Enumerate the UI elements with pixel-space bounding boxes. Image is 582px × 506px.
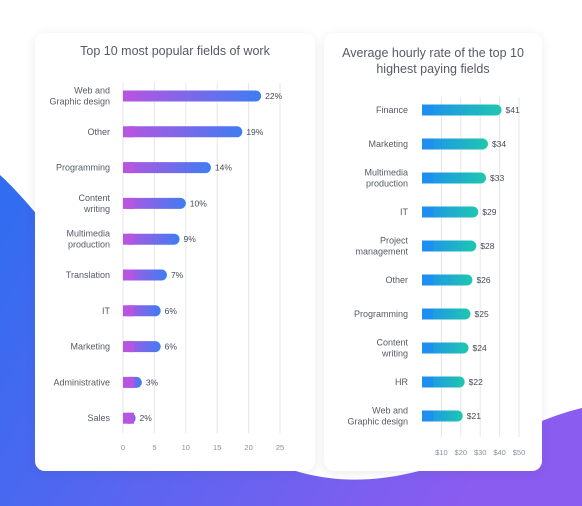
- bar-start-project-management: [422, 240, 433, 252]
- value-label: 6%: [165, 306, 178, 316]
- x-tick-label: 15: [213, 443, 221, 452]
- x-tick-label: 20: [244, 443, 252, 452]
- value-label: 6%: [165, 342, 178, 352]
- category-label: Administrative: [53, 377, 110, 387]
- category-label: Multimedia production: [66, 229, 110, 250]
- x-tick-label: $50: [513, 448, 526, 457]
- category-label: Programming: [354, 309, 408, 319]
- bar-start-web-and-graphic-design: [123, 90, 134, 102]
- value-label: $33: [490, 173, 504, 183]
- category-label: Marketing: [368, 139, 408, 149]
- category-label: Other: [385, 275, 408, 285]
- value-label: $34: [492, 139, 506, 149]
- bar-start-content-writing: [422, 342, 433, 354]
- category-label: Sales: [87, 413, 110, 423]
- value-label: 22%: [265, 91, 282, 101]
- value-label: $26: [476, 275, 490, 285]
- bar-marketing: [422, 138, 488, 150]
- bar-start-sales: [123, 412, 134, 424]
- category-label: HR: [395, 377, 408, 387]
- bar-content-writing: [123, 197, 186, 209]
- category-label: Translation: [66, 270, 110, 280]
- popular-fields-card: Top 10 most popular fields of work 0 5 10 1…: [35, 33, 315, 471]
- category-label: Web and Graphic design: [49, 86, 110, 107]
- category-label: Project management: [355, 236, 408, 257]
- category-label: IT: [102, 306, 111, 316]
- value-label: 7%: [171, 270, 184, 280]
- x-tick-label: 10: [182, 443, 190, 452]
- bar-start-web-and-graphic-design: [422, 410, 433, 422]
- bar-start-it: [422, 206, 433, 218]
- value-label: $22: [469, 377, 483, 387]
- bar-start-other: [422, 274, 433, 286]
- x-tick-label: 5: [152, 443, 156, 452]
- bar-start-content-writing: [123, 197, 134, 209]
- bar-multimedia-production: [123, 233, 180, 245]
- bar-web-and-graphic-design: [123, 90, 262, 102]
- bar-it: [422, 206, 479, 218]
- bar-programming: [123, 162, 211, 174]
- value-label: 2%: [140, 413, 153, 423]
- bar-content-writing: [422, 342, 469, 354]
- x-tick-label: $10: [435, 448, 448, 457]
- chart-title-popular-fields: Top 10 most popular fields of work: [80, 44, 270, 58]
- value-label: 14%: [215, 163, 232, 173]
- category-label: Web and Graphic design: [347, 406, 408, 427]
- hourly-rate-card: Average hourly rate of the top 10 highes…: [324, 33, 542, 471]
- bar-programming: [422, 308, 471, 320]
- category-label: Content writing: [376, 338, 408, 359]
- bar-start-multimedia-production: [123, 233, 134, 245]
- bar-start-other: [123, 126, 134, 138]
- chart-title-hourly-rate: Average hourly rate of the top 10 highes…: [342, 46, 524, 76]
- bar-start-marketing: [422, 138, 433, 150]
- value-label: $24: [473, 343, 487, 353]
- bar-project-management: [422, 240, 477, 252]
- category-label: Finance: [376, 105, 408, 115]
- x-tick-label: $20: [455, 448, 468, 457]
- value-label: 9%: [184, 234, 197, 244]
- category-label: IT: [400, 207, 409, 217]
- bar-multimedia-production: [422, 172, 487, 184]
- value-label: $28: [480, 241, 494, 251]
- value-label: 19%: [246, 127, 263, 137]
- bar-start-multimedia-production: [422, 172, 433, 184]
- value-label: 3%: [146, 377, 159, 387]
- value-label: $29: [482, 207, 496, 217]
- category-label: Marketing: [70, 342, 110, 352]
- bar-start-programming: [123, 162, 134, 174]
- hourly-rate-chart: $10 $20 $30 $40 $50 Finance $41 Marketing $34 Mul…: [347, 97, 526, 457]
- bar-start-translation: [123, 269, 134, 281]
- value-label: $25: [475, 309, 489, 319]
- category-label: Other: [87, 127, 110, 137]
- bar-start-hr: [422, 376, 433, 388]
- bar-start-programming: [422, 308, 433, 320]
- bar-finance: [422, 104, 502, 116]
- x-tick-label: 0: [121, 443, 125, 452]
- bar-start-administrative: [123, 376, 134, 388]
- value-label: $41: [506, 105, 520, 115]
- category-label: Multimedia production: [364, 168, 408, 189]
- value-label: $21: [467, 411, 481, 421]
- category-label: Programming: [56, 163, 110, 173]
- category-label: Content writing: [78, 193, 110, 214]
- x-tick-label: $30: [474, 448, 487, 457]
- bar-other: [123, 126, 243, 138]
- x-tick-label: $40: [493, 448, 506, 457]
- bar-other: [422, 274, 473, 286]
- value-label: 10%: [190, 198, 207, 208]
- bar-start-marketing: [123, 341, 134, 353]
- bar-start-it: [123, 305, 134, 317]
- x-tick-label: 25: [276, 443, 284, 452]
- bar-start-finance: [422, 104, 433, 116]
- popular-fields-chart: 0 5 10 15 20 25 Web and Graphic design 22% Other 1…: [49, 83, 284, 452]
